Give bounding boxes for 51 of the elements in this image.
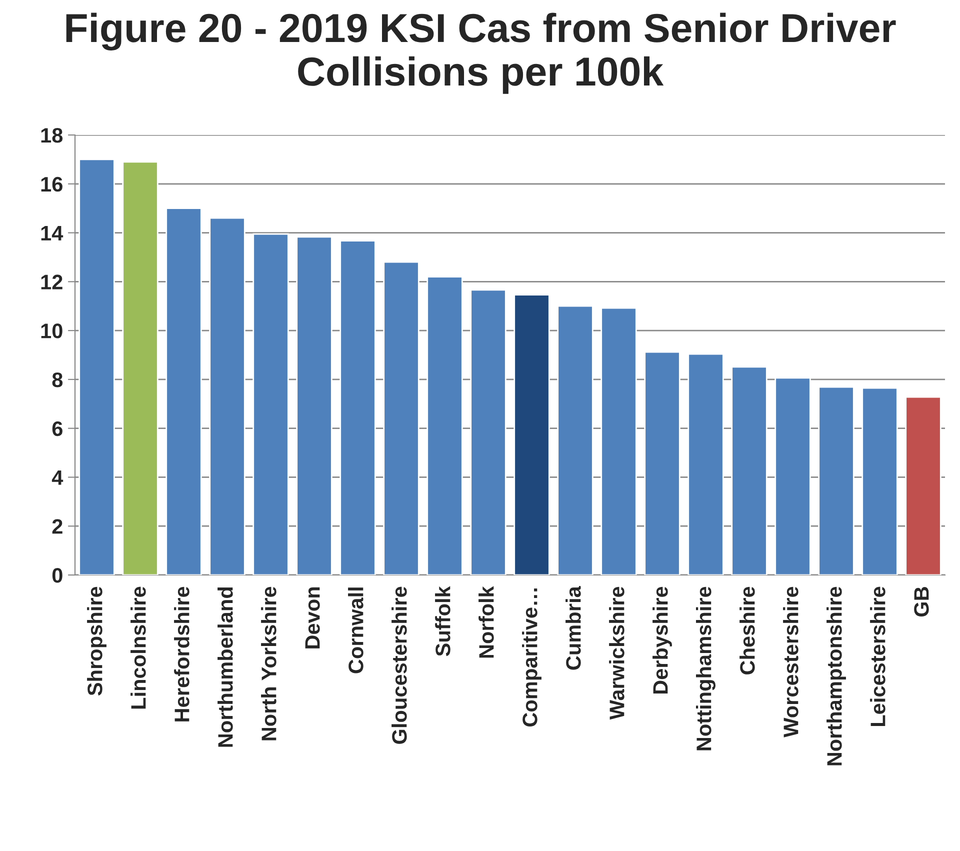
bar bbox=[209, 217, 246, 575]
x-tick-label: Warwickshire bbox=[609, 586, 624, 720]
y-tick-label: 14 bbox=[41, 226, 64, 240]
y-tick-label: 8 bbox=[52, 372, 63, 388]
bar bbox=[340, 240, 376, 575]
x-tick-label: Northamptonshire bbox=[826, 586, 846, 766]
bar bbox=[644, 351, 680, 575]
x-tick-label: Derbyshire bbox=[652, 586, 672, 694]
bar bbox=[122, 161, 158, 575]
y-tick-label: 2 bbox=[52, 519, 62, 534]
bar bbox=[688, 353, 724, 575]
x-tick-label: Lincolnshire bbox=[130, 586, 146, 709]
y-tick-label: 18 bbox=[41, 128, 63, 143]
bar bbox=[78, 158, 115, 575]
bar bbox=[166, 208, 202, 575]
bar bbox=[774, 377, 811, 575]
x-tick-label: Leicestershire bbox=[870, 586, 886, 726]
x-tick-label: Comparitive… bbox=[522, 588, 542, 726]
bar bbox=[557, 305, 594, 575]
bar bbox=[818, 386, 854, 575]
y-tick-label: 6 bbox=[52, 421, 62, 436]
x-tick-label: Cornwall bbox=[348, 588, 364, 674]
bar bbox=[862, 387, 898, 575]
bar bbox=[252, 233, 289, 575]
x-tick-label: Nottinghamshire bbox=[696, 586, 716, 750]
bar bbox=[514, 294, 550, 575]
x-tick-label: Gloucestershire bbox=[392, 586, 407, 744]
y-tick-label: 4 bbox=[52, 470, 64, 485]
bar bbox=[426, 276, 463, 575]
y-tick-label: 10 bbox=[41, 324, 62, 338]
x-tick-label: GB bbox=[914, 587, 929, 617]
bar bbox=[470, 289, 506, 575]
bar bbox=[600, 307, 637, 575]
bar bbox=[383, 261, 420, 575]
chart-title: Figure 20 - 2019 KSI Cas from Senior Driver Collisions per 100k bbox=[66, 12, 896, 94]
y-tick-label: 0 bbox=[52, 568, 62, 583]
x-tick-label: North Yorkshire bbox=[261, 586, 276, 740]
x-tick-label: Shropshire bbox=[87, 586, 106, 696]
x-tick-label: Herefordshire bbox=[174, 586, 190, 722]
y-tick-label: 16 bbox=[41, 176, 62, 192]
x-tick-label: Devon bbox=[305, 587, 320, 648]
x-tick-label: Cheshire bbox=[740, 586, 755, 674]
y-tick-label: 12 bbox=[41, 274, 62, 290]
bar bbox=[296, 236, 332, 575]
bar bbox=[905, 396, 942, 575]
x-tick-label: Suffolk bbox=[435, 586, 450, 656]
x-tick-label: Northumberland bbox=[218, 587, 233, 747]
x-tick-label: Norfolk bbox=[478, 586, 494, 658]
x-tick-label: Worcestershire bbox=[783, 586, 798, 738]
x-tick-label: Cumbria bbox=[566, 586, 581, 670]
bar bbox=[731, 366, 768, 575]
